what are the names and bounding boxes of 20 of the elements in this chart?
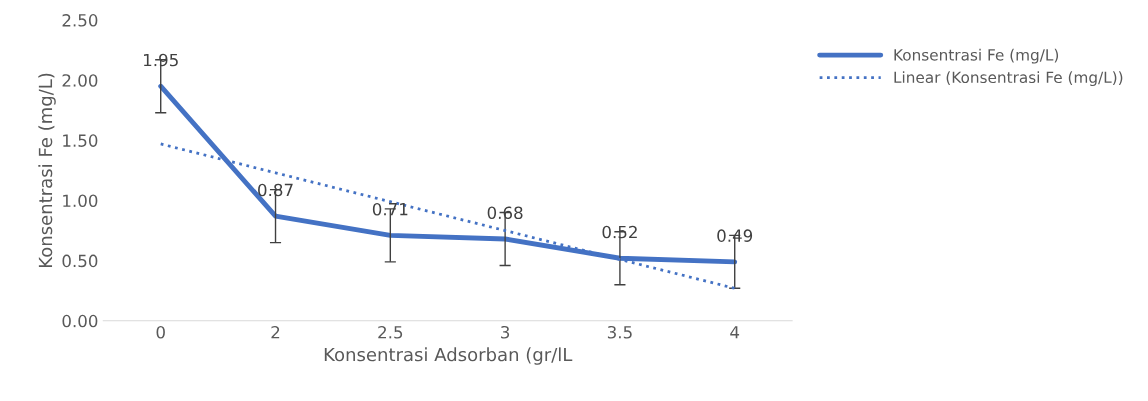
x-tick-label: 3.5	[607, 325, 632, 339]
y-tick-label: 1.50	[63, 134, 98, 147]
data-label: 0.71	[372, 202, 408, 216]
y-tick-label: 0.00	[62, 314, 98, 328]
y-tick-label: 0.50	[62, 254, 98, 268]
x-tick-label: 3	[501, 325, 510, 339]
data-label: 1.95	[144, 53, 178, 67]
y-tick-label: 2.50	[62, 14, 98, 27]
legend-label: Konsentrasi Fe (mg/L)	[894, 48, 1059, 64]
legend-label: Linear (Konsentrasi Fe (mg/L))	[894, 71, 1123, 87]
y-tick-label: 2.00	[62, 74, 98, 87]
x-tick-label: 2	[271, 325, 280, 339]
x-axis-title: Konsentrasi Adsorban (gr/lL	[324, 347, 573, 365]
x-tick-label: 0	[156, 325, 165, 339]
x-tick-label: 2.5	[378, 325, 403, 339]
x-tick-label: 4	[730, 326, 740, 339]
y-axis-title: Konsentrasi Fe (mg/L)	[38, 73, 56, 267]
data-label: 0.68	[487, 206, 523, 220]
y-tick-label: 1.00	[63, 194, 98, 208]
data-label: 0.49	[717, 229, 753, 242]
